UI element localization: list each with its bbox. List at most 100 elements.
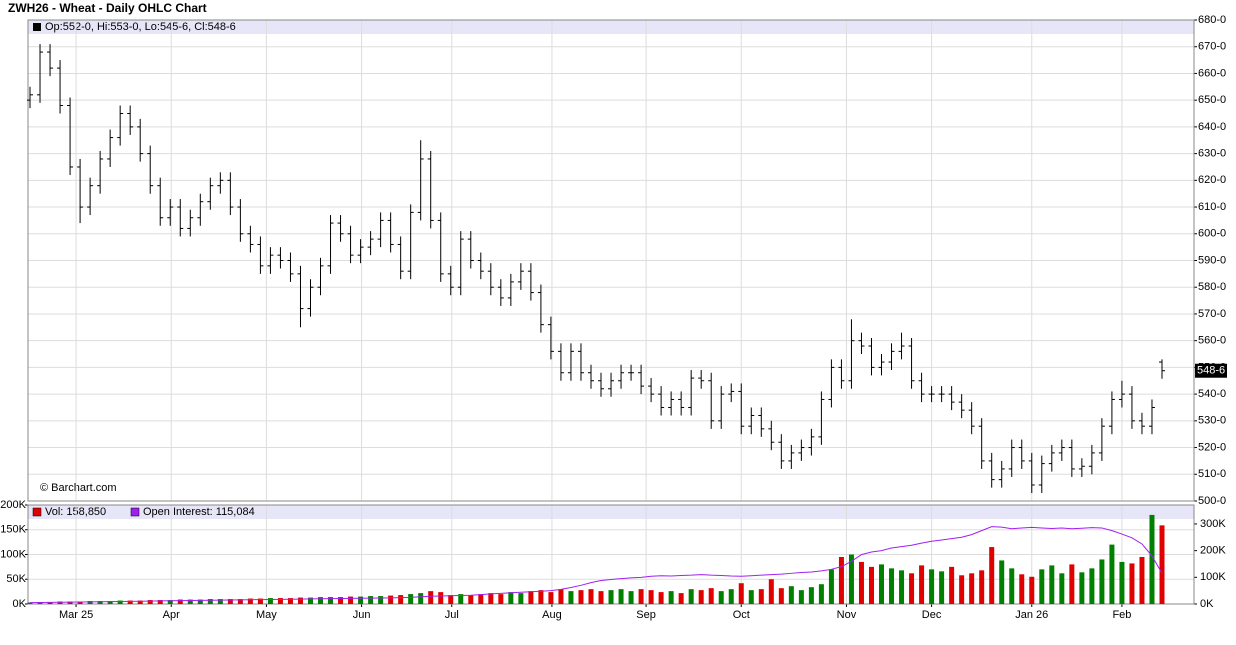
volume-bar xyxy=(889,568,895,604)
volume-bar xyxy=(348,596,354,604)
volume-bar xyxy=(939,571,945,604)
volume-bar xyxy=(748,590,754,604)
volume-bar xyxy=(578,590,584,604)
volume-bar xyxy=(708,588,714,604)
volume-bar xyxy=(1049,565,1055,604)
volume-bar xyxy=(398,595,404,604)
volume-bar xyxy=(538,590,544,604)
volume-bar xyxy=(388,595,394,604)
volume-bar xyxy=(468,595,474,604)
volume-bar xyxy=(458,594,464,604)
volume-bar xyxy=(728,589,734,604)
volume-bar xyxy=(478,594,484,604)
x-tick-label: Nov xyxy=(837,609,857,621)
y-tick-label: 560-0 xyxy=(1198,335,1226,347)
y-tick-label: 530-0 xyxy=(1198,415,1226,427)
volume-bar xyxy=(67,601,73,604)
volume-bar xyxy=(818,584,824,604)
volume-bar xyxy=(1119,561,1125,604)
volume-bar xyxy=(277,598,283,604)
volume-bar xyxy=(247,598,253,604)
volume-bar xyxy=(1029,576,1035,604)
volume-bar xyxy=(147,600,153,604)
volume-bar xyxy=(969,573,975,604)
y-tick-label: 660-0 xyxy=(1198,67,1226,79)
volume-bar xyxy=(989,547,995,604)
y-tick-label: 640-0 xyxy=(1198,121,1226,133)
volume-bar xyxy=(448,595,454,604)
volume-bar xyxy=(27,602,33,604)
volume-bar xyxy=(287,598,293,604)
volume-bar xyxy=(568,591,574,604)
ohlc-legend: Op:552-0, Hi:553-0, Lo:545-6, Cl:548-6 xyxy=(45,21,236,33)
open-interest-line xyxy=(29,526,1163,604)
volume-tick-label: 200K xyxy=(0,499,26,511)
volume-tick-label: 0K xyxy=(13,598,27,610)
volume-bar xyxy=(899,570,905,604)
volume-bar xyxy=(1039,569,1045,604)
volume-bar xyxy=(678,593,684,604)
volume-bar xyxy=(237,599,243,604)
volume-bar xyxy=(1099,559,1105,604)
volume-bar xyxy=(47,602,53,604)
volume-bar xyxy=(1109,544,1115,604)
volume-bar xyxy=(267,598,273,604)
legend-band xyxy=(28,505,1194,519)
last-price-box xyxy=(1195,363,1227,378)
volume-bar xyxy=(528,591,534,604)
volume-bar xyxy=(207,599,213,604)
volume-bar xyxy=(638,589,644,604)
volume-bar xyxy=(297,597,303,604)
volume-bar xyxy=(137,600,143,604)
y-tick-label: 500-0 xyxy=(1198,495,1226,507)
volume-bar xyxy=(848,554,854,604)
volume-bar xyxy=(338,597,344,604)
legend-swatch xyxy=(33,23,41,31)
volume-tick-label: 100K xyxy=(0,548,26,560)
volume-bar xyxy=(1139,556,1145,604)
volume-bar xyxy=(1059,573,1065,604)
volume-bar xyxy=(307,597,313,604)
last-price-label: 548-6 xyxy=(1197,365,1225,377)
volume-bar xyxy=(378,596,384,604)
oi-tick-label: 300K xyxy=(1200,518,1226,530)
x-tick-label: Aug xyxy=(542,609,562,621)
volume-bar xyxy=(598,591,604,604)
volume-bar xyxy=(117,600,123,604)
volume-bar xyxy=(919,565,925,604)
x-tick-label: Mar 25 xyxy=(59,609,93,621)
x-tick-label: May xyxy=(256,609,277,621)
volume-bar xyxy=(648,590,654,604)
y-tick-label: 540-0 xyxy=(1198,388,1226,400)
volume-bar xyxy=(668,591,674,604)
volume-bar xyxy=(929,569,935,604)
y-tick-label: 600-0 xyxy=(1198,228,1226,240)
x-tick-label: Dec xyxy=(922,609,942,621)
volume-bar xyxy=(408,594,414,604)
volume-bar xyxy=(257,598,263,604)
volume-bar xyxy=(698,590,704,604)
volume-bar xyxy=(758,589,764,604)
x-tick-label: Apr xyxy=(163,609,180,621)
oi-tick-label: 100K xyxy=(1200,571,1226,583)
volume-bar xyxy=(838,556,844,604)
oi-legend: Open Interest: 115,084 xyxy=(143,506,255,518)
volume-bar xyxy=(318,597,324,604)
volume-bar xyxy=(197,599,203,604)
volume-bar xyxy=(97,601,103,604)
volume-bar xyxy=(498,594,504,604)
volume-bar xyxy=(618,589,624,604)
volume-bar xyxy=(177,599,183,604)
volume-bar xyxy=(868,566,874,604)
volume-bar xyxy=(949,566,955,604)
volume-bar xyxy=(227,599,233,604)
volume-bar xyxy=(658,592,664,604)
y-tick-label: 680-0 xyxy=(1198,14,1226,26)
volume-bar xyxy=(548,592,554,604)
volume-tick-label: 150K xyxy=(0,524,26,536)
volume-bar xyxy=(157,600,163,604)
volume-bar xyxy=(959,575,965,604)
x-tick-label: Feb xyxy=(1112,609,1131,621)
